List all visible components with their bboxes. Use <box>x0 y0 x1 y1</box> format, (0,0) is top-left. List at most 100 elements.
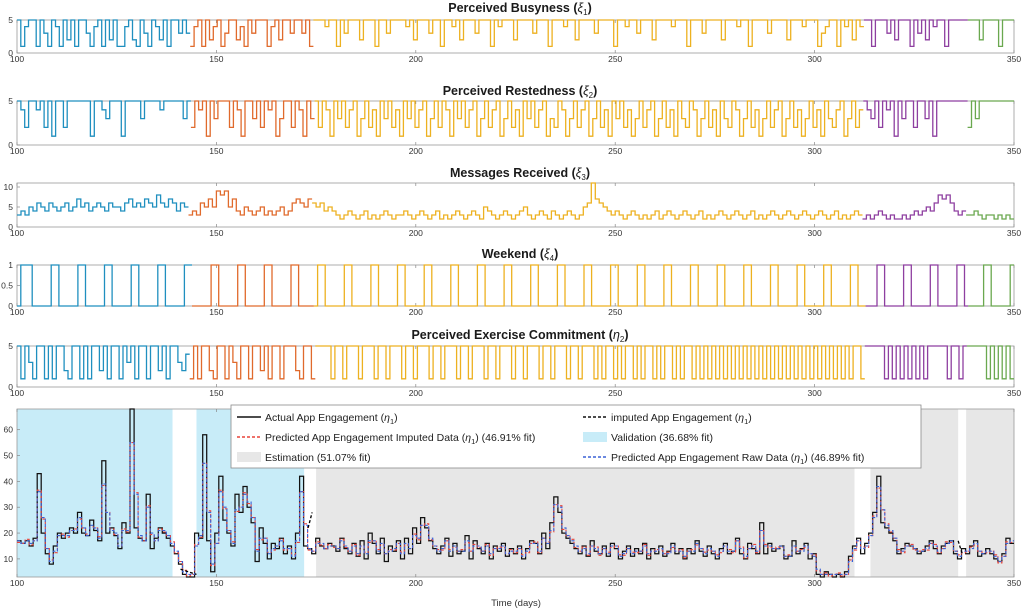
x-tick-label: 250 <box>608 54 622 64</box>
series-segment <box>188 190 313 216</box>
y-tick-label: 5 <box>8 96 13 106</box>
panel-title-subscript: 1 <box>583 8 588 17</box>
x-tick-label: 100 <box>10 228 24 238</box>
legend-symbol: η <box>794 452 800 464</box>
series-segment <box>17 19 191 48</box>
legend-estimation-swatch <box>237 452 261 462</box>
x-tick-label: 250 <box>608 307 622 317</box>
panel-title-close: ) <box>586 166 590 180</box>
panel-frame <box>16 100 1015 146</box>
legend-pred-raw: Predicted App Engagement Raw Data (η1) (… <box>611 452 864 466</box>
panel-title-subscript: 4 <box>550 254 555 263</box>
legend-label: Predicted App Engagement Raw Data ( <box>611 452 795 464</box>
legend-symbol: η <box>384 412 390 424</box>
panel-title-symbol: η <box>613 328 620 342</box>
panel-title-subscript: 2 <box>620 335 625 344</box>
x-tick-label: 350 <box>1007 307 1021 317</box>
legend-pred-imputed: Predicted App Engagement Imputed Data (η… <box>265 432 535 446</box>
legend-label-close: ) (46.91% fit) <box>475 432 535 444</box>
legend-label-close: ) <box>394 412 398 424</box>
legend-box <box>230 404 922 469</box>
panel-title: Messages Received (ξ3) <box>450 166 590 182</box>
y-tick-label: 20 <box>4 528 14 538</box>
x-tick-label: 350 <box>1007 54 1021 64</box>
panel-title-subscript: 2 <box>589 91 594 100</box>
legend-actual: Actual App Engagement (η1) <box>265 412 398 426</box>
x-tick-label: 150 <box>209 307 223 317</box>
series-segment <box>189 345 316 380</box>
y-tick-label: 10 <box>4 182 14 192</box>
legend-symbol: η <box>738 412 744 424</box>
x-tick-label: 350 <box>1007 146 1021 156</box>
series-segment <box>967 100 1014 129</box>
x-tick-label: 350 <box>1007 228 1021 238</box>
series-segment <box>190 100 315 137</box>
imputed-engagement-line <box>957 540 963 554</box>
panel-title-close: ) <box>593 84 597 98</box>
series-segment <box>17 345 190 380</box>
series-segment <box>190 19 314 48</box>
x-tick-label: 150 <box>209 578 223 588</box>
imputed-engagement-line <box>180 568 197 576</box>
series-segment <box>863 19 968 48</box>
panel-title: Perceived Exercise Commitment (η2) <box>411 328 628 344</box>
x-tick-label: 250 <box>608 146 622 156</box>
x-tick-label: 100 <box>10 578 24 588</box>
x-tick-label: 150 <box>209 54 223 64</box>
panel-frame <box>16 182 1015 228</box>
y-tick-label: 1 <box>8 260 13 270</box>
y-tick-label: 50 <box>4 451 14 461</box>
legend-validation: Validation (36.68% fit) <box>611 432 713 444</box>
legend-subscript: 1 <box>800 457 804 466</box>
x-tick-label: 300 <box>808 146 822 156</box>
panel-title-symbol: ξ <box>544 247 551 261</box>
x-tick-label: 350 <box>1007 578 1021 588</box>
series-segment <box>864 345 967 380</box>
x-tick-label: 150 <box>209 228 223 238</box>
panel-title-subscript: 3 <box>581 173 586 182</box>
x-tick-label: 250 <box>608 388 622 398</box>
validation-region <box>17 409 173 577</box>
x-tick-label: 100 <box>10 146 24 156</box>
x-tick-label: 250 <box>608 578 622 588</box>
y-tick-label: 10 <box>4 554 14 564</box>
legend-subscript: 1 <box>471 437 475 446</box>
legend-label: imputed App Engagement ( <box>611 412 739 424</box>
y-tick-label: 5 <box>8 15 13 25</box>
x-tick-label: 100 <box>10 307 24 317</box>
series-segment <box>968 264 1014 307</box>
x-tick-label: 200 <box>409 228 423 238</box>
y-tick-label: 0 <box>8 382 13 392</box>
x-axis-label: Time (days) <box>491 598 541 609</box>
series-segment <box>17 264 192 307</box>
legend-label-close: ) (46.89% fit) <box>804 452 864 464</box>
panel-title: Weekend (ξ4) <box>482 247 559 263</box>
legend-subscript: 1 <box>390 417 394 426</box>
y-tick-label: 5 <box>8 202 13 212</box>
x-tick-label: 200 <box>409 578 423 588</box>
x-tick-label: 200 <box>409 388 423 398</box>
x-tick-label: 100 <box>10 54 24 64</box>
panel-frame <box>16 19 1015 54</box>
series-segment <box>862 194 967 220</box>
x-tick-label: 300 <box>808 578 822 588</box>
series-segment <box>17 100 191 137</box>
legend-label: Predicted App Engagement Imputed Data ( <box>265 432 466 444</box>
panel-title-symbol: ξ <box>583 84 590 98</box>
panel-title-symbol: ξ <box>576 166 583 180</box>
legend-validation-label: Validation (36.68% fit) <box>611 432 713 444</box>
series-segment <box>192 264 314 307</box>
x-tick-label: 300 <box>808 388 822 398</box>
series-segment <box>312 182 863 220</box>
y-tick-label: 0 <box>8 140 13 150</box>
panel-title: Perceived Busyness (ξ1) <box>448 1 591 17</box>
panel-title-text: Perceived Restedness ( <box>443 84 584 98</box>
series-segment <box>966 210 1014 220</box>
y-tick-label: 30 <box>4 502 14 512</box>
x-tick-label: 150 <box>209 388 223 398</box>
series-segment <box>315 345 865 380</box>
series-segment <box>967 19 1014 48</box>
legend-subscript: 1 <box>744 417 748 426</box>
y-tick-label: 5 <box>8 341 13 351</box>
panel-title-close: ) <box>588 1 592 15</box>
